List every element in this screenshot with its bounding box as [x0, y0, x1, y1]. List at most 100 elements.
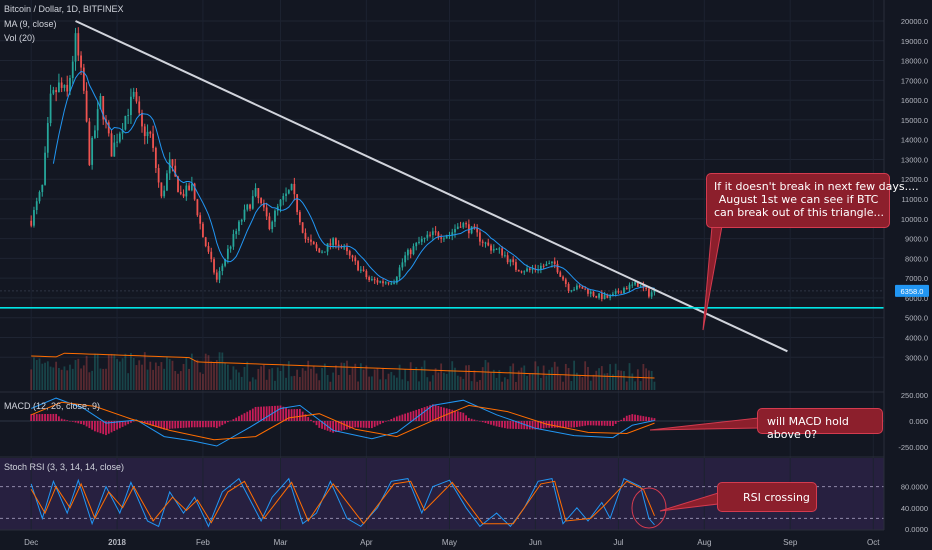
- macd-histogram-bar: [243, 413, 246, 421]
- price-tick-label: 19000.0: [901, 37, 928, 46]
- volume-bar: [132, 357, 135, 390]
- volume-bar: [326, 374, 329, 390]
- volume-bar: [636, 369, 639, 390]
- volume-bar: [653, 381, 656, 390]
- candle-body: [512, 259, 515, 263]
- volume-bar: [431, 375, 434, 390]
- candle-body: [177, 176, 179, 192]
- volume-bar: [437, 372, 440, 390]
- volume-bar: [166, 356, 168, 390]
- macd-histogram-bar: [412, 410, 415, 421]
- rsi-note[interactable]: RSI crossing: [717, 482, 817, 512]
- macd-histogram-bar: [600, 421, 603, 426]
- candle-body: [462, 223, 465, 228]
- drawing-lines[interactable]: [0, 20, 884, 353]
- candle-body: [531, 268, 534, 270]
- candle-body: [506, 255, 509, 263]
- volume-bar: [69, 364, 71, 390]
- volume-bar: [271, 368, 274, 390]
- candle-body: [179, 191, 182, 194]
- volume-bar: [548, 369, 551, 390]
- volume-bar: [589, 380, 592, 390]
- volume-bar: [628, 363, 631, 390]
- macd-histogram-bar: [340, 421, 343, 431]
- volume-bar: [262, 364, 265, 390]
- candle-body: [628, 284, 631, 290]
- volume-bar: [440, 363, 443, 390]
- candle-body: [653, 289, 656, 293]
- volume-bar: [473, 370, 476, 390]
- macd-note[interactable]: will MACD hold above 0?: [757, 408, 883, 441]
- volume-bar: [318, 380, 321, 390]
- price-tick-label: 11000.0: [901, 195, 928, 204]
- volume-bar: [476, 381, 479, 390]
- candle-body: [545, 264, 548, 267]
- candle-body: [420, 238, 423, 242]
- macd-histogram-bar: [260, 406, 263, 421]
- candle-body: [135, 91, 138, 102]
- macd-histogram-bar: [337, 421, 340, 432]
- macd-histogram-bar: [143, 421, 146, 424]
- volume-bar: [240, 376, 243, 390]
- volume-bar: [301, 368, 304, 390]
- macd-histogram-bar: [179, 421, 182, 429]
- volume-bar: [332, 372, 335, 390]
- volume-bar: [323, 363, 326, 390]
- candle-body: [118, 133, 121, 142]
- candle-body: [329, 243, 332, 246]
- macd-histogram-bar: [69, 421, 71, 422]
- price-tick-label: 18000.0: [901, 57, 928, 66]
- volume-bar: [74, 360, 77, 390]
- macd-histogram-bar: [196, 421, 199, 428]
- volume-bar: [246, 361, 249, 390]
- candle-body: [287, 190, 290, 194]
- volume-bar: [553, 361, 556, 390]
- macd-histogram-bar: [124, 421, 127, 426]
- volume-bar: [357, 381, 359, 390]
- candle-body: [323, 251, 326, 253]
- macd-histogram-bar: [404, 413, 407, 421]
- macd-histogram-bar: [113, 421, 116, 431]
- volume-bar: [448, 370, 451, 390]
- candle-body: [359, 269, 362, 271]
- candle-body: [384, 282, 387, 284]
- candle-body: [395, 276, 398, 283]
- volume-bar: [293, 375, 296, 390]
- volume-bar: [210, 361, 213, 390]
- candle-body: [154, 147, 157, 169]
- candle-body: [260, 198, 263, 204]
- volume-bar: [445, 373, 448, 390]
- candle-body: [238, 221, 240, 232]
- candle-body: [33, 210, 35, 226]
- volume-bar: [379, 379, 382, 390]
- volume-bar: [116, 359, 118, 390]
- candle-body: [387, 282, 390, 284]
- macd-histogram-bar: [437, 406, 440, 421]
- candle-body: [138, 101, 141, 113]
- macd-histogram-bar: [323, 421, 326, 430]
- candle-body: [182, 193, 185, 197]
- macd-histogram-bar: [171, 421, 174, 429]
- macd-histogram-bar: [177, 421, 179, 429]
- macd-tick-label: 0.000: [909, 417, 928, 426]
- candle-body: [376, 280, 379, 283]
- annotation-pointers: [631, 225, 759, 529]
- candle-body: [645, 287, 648, 289]
- triangle-breakout-note[interactable]: If it doesn't break in next few days....…: [706, 173, 919, 228]
- candle-body: [598, 293, 600, 298]
- note-line-3: can break out of this triangle...: [714, 206, 884, 219]
- candle-body: [445, 236, 448, 239]
- volume-bar: [44, 362, 46, 390]
- volume-bar: [251, 377, 254, 390]
- volume-bar: [634, 381, 636, 390]
- stoch-d-line: [30, 480, 655, 525]
- macd-histogram-bar: [94, 421, 96, 432]
- macd-histogram-bar: [91, 421, 94, 430]
- macd-histogram-bar: [465, 415, 467, 421]
- candle-body: [465, 223, 467, 225]
- macd-histogram-bar: [542, 421, 545, 429]
- candle-body: [215, 272, 218, 280]
- candle-body: [321, 251, 323, 253]
- macd-histogram-bar: [52, 413, 55, 421]
